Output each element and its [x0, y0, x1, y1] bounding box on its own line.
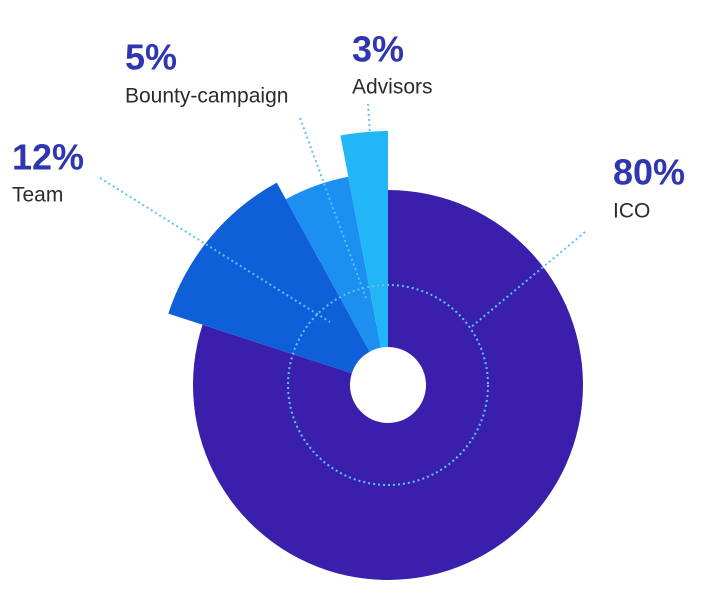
value-label: 3% [352, 29, 404, 70]
leader-line [367, 103, 371, 135]
leader-line [99, 177, 331, 323]
slice [285, 176, 381, 352]
category-label: Advisors [352, 76, 433, 99]
slice [193, 190, 583, 580]
category-label: Bounty-campaign [125, 85, 288, 108]
inner-ring [287, 284, 489, 486]
value-label: 12% [12, 137, 84, 178]
category-label: Team [12, 184, 63, 207]
slice [340, 131, 388, 348]
leader-line [299, 117, 367, 299]
value-label: 80% [613, 152, 685, 193]
category-label: ICO [613, 200, 650, 223]
slice [168, 182, 370, 374]
value-label: 5% [125, 37, 177, 78]
